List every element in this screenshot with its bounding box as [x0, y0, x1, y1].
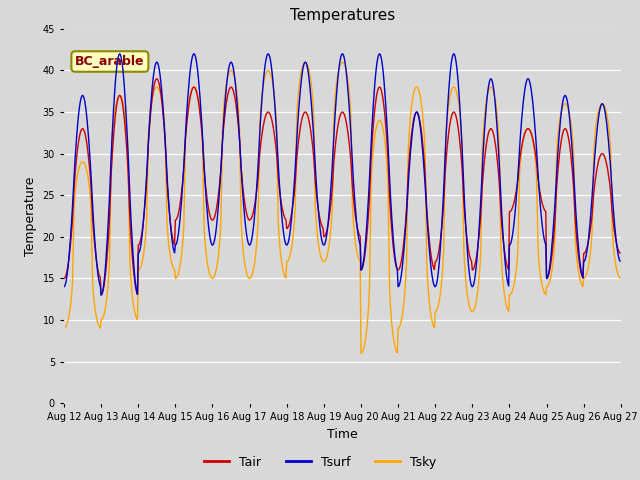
X-axis label: Time: Time	[327, 428, 358, 441]
Y-axis label: Temperature: Temperature	[24, 176, 37, 256]
Title: Temperatures: Temperatures	[290, 9, 395, 24]
Legend: Tair, Tsurf, Tsky: Tair, Tsurf, Tsky	[198, 451, 442, 474]
Text: BC_arable: BC_arable	[75, 55, 145, 68]
